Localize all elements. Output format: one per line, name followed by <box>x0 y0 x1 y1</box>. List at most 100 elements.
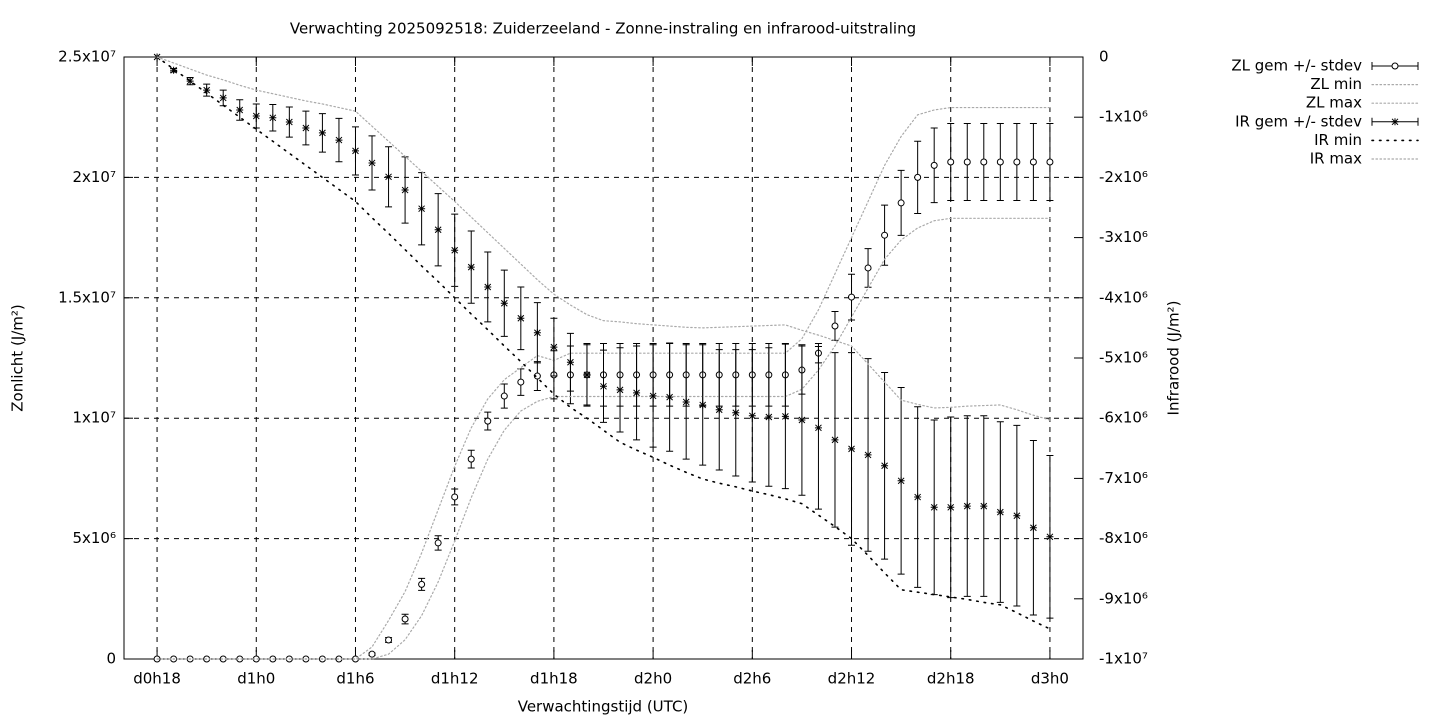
marker <box>170 66 178 74</box>
legend-label: IR min <box>1314 131 1362 149</box>
marker <box>1029 158 1037 166</box>
marker <box>533 329 541 337</box>
x-tick-label: d3h0 <box>1031 670 1069 688</box>
y-tick-label: 0 <box>106 650 116 668</box>
marker <box>748 412 756 420</box>
legend-label: IR max <box>1310 150 1362 168</box>
marker <box>666 393 674 401</box>
y-tick-label: 2.5x10⁷ <box>58 48 116 66</box>
x-tick-label: d1h12 <box>431 670 479 688</box>
legend-marker <box>1391 118 1399 126</box>
marker <box>484 283 492 291</box>
marker <box>500 299 508 307</box>
marker <box>451 246 459 254</box>
legend-marker <box>1391 62 1399 70</box>
marker <box>434 539 442 547</box>
x-tick-label: d1h0 <box>237 670 275 688</box>
marker <box>996 158 1004 166</box>
y-tick-label: 1.5x10⁷ <box>58 288 116 306</box>
marker <box>500 392 508 400</box>
marker <box>269 114 277 122</box>
marker <box>1013 158 1021 166</box>
marker <box>186 77 194 85</box>
legend-label: ZL gem +/- stdev <box>1231 57 1362 75</box>
y2-tick-label: -3x10⁶ <box>1099 228 1148 246</box>
marker <box>517 378 525 386</box>
x-tick-label: d1h6 <box>336 670 374 688</box>
marker <box>385 636 393 644</box>
y-tick-label: 2x10⁷ <box>72 168 116 186</box>
marker <box>947 503 955 511</box>
x-tick-label: d1h18 <box>530 670 578 688</box>
marker <box>699 401 707 409</box>
marker <box>1029 524 1037 532</box>
marker <box>418 205 426 213</box>
marker <box>831 322 839 330</box>
series-line <box>156 217 1051 660</box>
marker <box>947 158 955 166</box>
marker <box>517 314 525 322</box>
y2-tick-label: -6x10⁶ <box>1099 409 1148 427</box>
y2-tick-label: -4x10⁶ <box>1099 288 1148 306</box>
marker <box>1046 533 1054 541</box>
legend-label: ZL max <box>1306 94 1362 112</box>
marker <box>368 159 376 167</box>
y2-tick-label: -9x10⁶ <box>1099 589 1148 607</box>
marker <box>467 263 475 271</box>
marker <box>682 398 690 406</box>
y2-tick-label: -1x10⁷ <box>1099 650 1148 668</box>
marker <box>930 503 938 511</box>
marker <box>285 118 293 126</box>
y-tick-label: 5x10⁶ <box>72 529 116 547</box>
marker <box>831 436 839 444</box>
marker <box>963 158 971 166</box>
marker <box>881 462 889 470</box>
marker <box>1013 512 1021 520</box>
legend-label: IR gem +/- stdev <box>1235 112 1362 130</box>
y2-tick-label: -8x10⁶ <box>1099 529 1148 547</box>
marker <box>732 409 740 417</box>
marker <box>897 199 905 207</box>
marker <box>996 508 1004 516</box>
marker <box>401 615 409 623</box>
y-tick-label: 1x10⁷ <box>72 409 116 427</box>
legend-label: ZL min <box>1310 75 1362 93</box>
marker <box>335 136 343 144</box>
marker <box>881 231 889 239</box>
marker <box>533 372 541 380</box>
marker <box>848 293 856 301</box>
marker <box>848 445 856 453</box>
marker <box>781 412 789 420</box>
marker <box>550 343 558 351</box>
x-tick-label: d0h18 <box>133 670 181 688</box>
marker <box>401 186 409 194</box>
marker <box>252 112 260 120</box>
marker <box>484 417 492 425</box>
marker <box>914 173 922 181</box>
marker <box>583 371 591 379</box>
y2-tick-label: -1x10⁶ <box>1099 108 1148 126</box>
marker <box>451 493 459 501</box>
marker <box>434 226 442 234</box>
marker <box>649 392 657 400</box>
marker <box>864 451 872 459</box>
marker <box>715 406 723 414</box>
x-tick-label: d2h6 <box>733 670 771 688</box>
marker <box>633 389 641 397</box>
marker <box>616 386 624 394</box>
marker <box>765 413 773 421</box>
marker <box>980 502 988 510</box>
x-tick-label: d2h12 <box>828 670 876 688</box>
marker <box>203 86 211 94</box>
marker <box>566 358 574 366</box>
marker <box>814 424 822 432</box>
marker <box>418 580 426 588</box>
x-tick-label: d2h18 <box>927 670 975 688</box>
x-tick-label: d2h0 <box>634 670 672 688</box>
marker <box>963 502 971 510</box>
marker <box>219 94 227 102</box>
x-axis-label: Verwachtingstijd (UTC) <box>518 698 689 716</box>
chart-title: Verwachting 2025092518: Zuiderzeeland - … <box>290 20 916 38</box>
marker <box>236 106 244 114</box>
y2-tick-label: 0 <box>1099 48 1109 66</box>
